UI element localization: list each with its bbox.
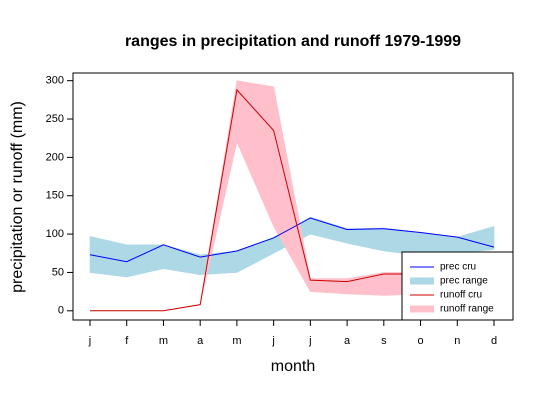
y-tick-label: 250 [46, 113, 64, 125]
x-tick-label: j [308, 335, 311, 347]
line [89, 217, 495, 263]
range-band [456, 226, 495, 254]
y-axis-label: precipitation or runoff (mm) [9, 101, 26, 293]
range-band [236, 80, 274, 227]
x-tick-label: m [232, 335, 241, 347]
x-tick-label: a [344, 335, 351, 347]
y-tick-label: 200 [46, 151, 64, 163]
x-tick-label: j [88, 335, 91, 347]
range-band [126, 244, 164, 278]
legend-label: prec range [440, 276, 488, 287]
x-tick-label: f [125, 335, 129, 347]
x-tick-label: a [197, 335, 204, 347]
x-tick-label: o [417, 335, 423, 347]
x-tick-label: d [491, 335, 497, 347]
y-tick-label: 100 [46, 228, 64, 240]
range-band [346, 272, 385, 296]
range-band [310, 216, 348, 244]
x-tick-label: s [381, 335, 387, 347]
legend-label: runoff range [440, 304, 494, 315]
legend-label: runoff cru [440, 290, 482, 301]
legend: prec cru prec range runoff cru runoff range [401, 251, 514, 321]
range-band [236, 236, 274, 273]
x-tick-label: j [271, 335, 274, 347]
chart-title: ranges in precipitation and runoff 1979-… [125, 33, 461, 50]
y-tick-label: 150 [46, 190, 64, 202]
range-band [346, 227, 385, 252]
x-axis-label: month [271, 358, 315, 375]
range-band [89, 236, 128, 278]
y-tick-label: 300 [46, 75, 64, 87]
legend-label: prec cru [440, 262, 476, 273]
x-tick-label: n [454, 335, 460, 347]
x-tick-label: m [159, 335, 168, 347]
y-tick-label: 50 [52, 266, 64, 278]
y-tick-label: 0 [58, 305, 64, 317]
range-band [163, 244, 201, 276]
plot-frame [72, 72, 514, 321]
range-band [273, 86, 311, 293]
